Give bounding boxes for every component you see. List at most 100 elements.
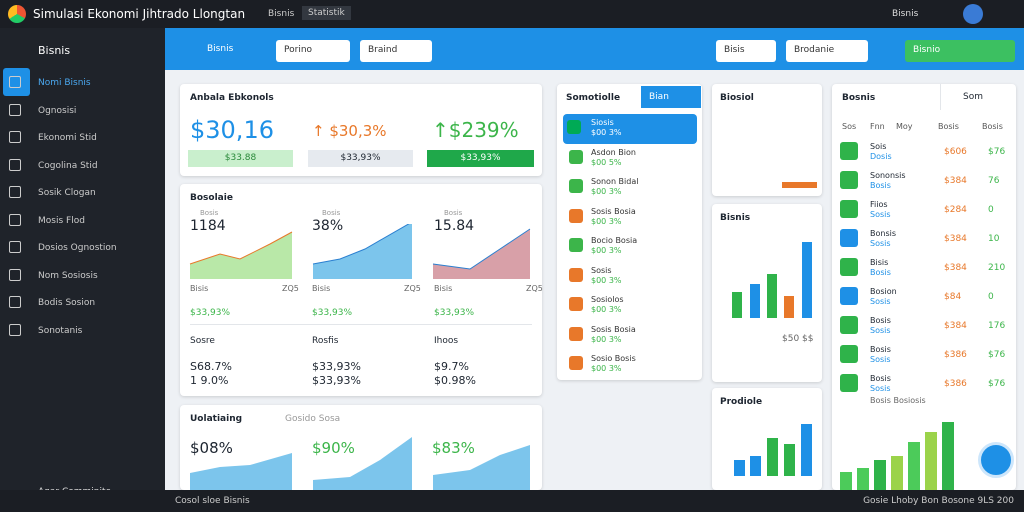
row-name: Fiios — [870, 200, 888, 209]
list-value: $00 3% — [591, 187, 622, 196]
card-title: Bisnis — [720, 213, 751, 223]
pill: $33.88 — [188, 150, 293, 167]
dropdown[interactable]: Brodanie — [786, 40, 868, 62]
dropdown[interactable]: Braind — [360, 40, 432, 62]
sidebar-icon — [9, 241, 21, 253]
dropdown[interactable]: Porino — [276, 40, 350, 62]
dropdown[interactable]: Bisis — [716, 40, 776, 62]
table-card: Bosnis Som Sos Fnn Moy Bosis Bosis Sois Dosis $… — [832, 84, 1016, 490]
chart-label: Bosis — [444, 209, 463, 217]
row-sub: Bosis — [870, 181, 891, 190]
list-name[interactable]: Siosis — [591, 118, 614, 127]
app-title: Simulasi Ekonomi Jihtrado Llongtan — [33, 7, 246, 21]
list-name[interactable]: Sosis Bosia — [591, 324, 636, 334]
list-icon — [569, 179, 583, 193]
primary-button[interactable]: Bisnio — [905, 40, 1015, 62]
chart-value: 15.84 — [434, 218, 475, 234]
row-icon — [840, 258, 858, 276]
list-name[interactable]: Sosis — [591, 265, 612, 275]
list-icon — [569, 297, 583, 311]
search[interactable]: Som — [940, 84, 1016, 110]
list-button[interactable]: Bian — [641, 86, 701, 108]
pill: $33,93% — [427, 150, 534, 167]
row-value: $606 — [944, 147, 967, 157]
sidebar-item[interactable]: Nomi Bisnis — [38, 78, 91, 88]
row-name: Bosion — [870, 287, 897, 296]
list-value: $00 3% — [591, 305, 622, 314]
column-header: Moy — [896, 122, 913, 131]
row-icon — [840, 316, 858, 334]
row-name: Sosre — [190, 336, 215, 346]
row-value: $33,93% — [312, 374, 361, 387]
list-name[interactable]: Bocio Bosia — [591, 236, 638, 245]
avatar[interactable] — [963, 4, 983, 24]
sidebar-item[interactable]: Cogolina Stid — [38, 160, 98, 171]
list-icon — [569, 267, 583, 282]
column-header: Bosis — [938, 122, 959, 131]
fab[interactable] — [978, 442, 1014, 478]
list-name[interactable]: Sosiolos — [591, 295, 624, 304]
sidebar-item[interactable]: Dosios Ognostion — [38, 243, 117, 253]
list-name[interactable]: Sonon Bidal — [591, 177, 639, 186]
row-icon — [840, 200, 858, 218]
sidebar-item[interactable]: Sosik Clogan — [38, 188, 96, 198]
list-name[interactable]: Sosis Bosia — [591, 206, 636, 216]
list-value: $00 3% — [591, 216, 622, 226]
bar — [782, 182, 817, 188]
row-value: 0 — [988, 205, 994, 215]
tab[interactable]: Statistik — [302, 6, 351, 20]
chart-end: ZQ5 — [526, 284, 543, 293]
row-icon — [840, 171, 858, 189]
list-name[interactable]: Asdon Bion — [591, 147, 636, 157]
row-name: Bosis — [870, 316, 891, 325]
list-value: $00 3% — [591, 128, 622, 137]
sidebar-item[interactable]: Sonotanis — [38, 325, 83, 336]
row-name: Bosis — [870, 345, 891, 354]
volatility-card: Uolatiaing Gosido Sosa $08% $90% $83% — [180, 405, 542, 490]
sidebar-item[interactable]: Ekonomi Stid — [38, 133, 97, 143]
row-name: Ihoos — [434, 336, 459, 346]
sidebar-icon — [9, 76, 21, 88]
card-title: Biosiol — [720, 93, 754, 103]
sparklines — [189, 224, 531, 279]
row-value: $33,93% — [312, 360, 361, 373]
status-left: Cosol sloe Bisnis — [175, 496, 250, 506]
row-name: Bosis — [870, 374, 891, 383]
sidebar-item[interactable]: Ognosisi — [38, 105, 77, 116]
chart-end: ZQ5 — [282, 284, 299, 293]
list-icon — [569, 356, 583, 370]
row-value: 10 — [988, 234, 1000, 244]
sidebar-item[interactable]: Mosis Flod — [38, 215, 85, 226]
sidebar-icon — [9, 158, 21, 171]
sidebar-header: Bisnis — [38, 44, 71, 57]
card-title: Bosnis — [842, 93, 876, 103]
row-sub: Bosis — [870, 268, 891, 277]
bar-chart — [734, 424, 812, 476]
list-value: $00 3% — [591, 275, 622, 285]
tab[interactable]: Bisnis — [268, 9, 295, 19]
row-value: $76 — [988, 379, 1006, 389]
chart-value: 1184 — [190, 218, 226, 234]
overview-card: Bosolaie Bosis 1184 Bisis ZQ5 $33,93% Bosis 38… — [180, 184, 543, 396]
row-value: $9.7% — [434, 360, 469, 373]
card-title: Prodiole — [720, 397, 763, 407]
chart-end: ZQ5 — [404, 284, 421, 293]
row-value: 1 9.0% — [190, 374, 229, 387]
row-value: $0.98% — [434, 374, 476, 387]
list-value: $00 5% — [591, 157, 622, 167]
row-value: $384 — [944, 176, 967, 186]
sidebar-item[interactable]: Nom Sosiosis — [38, 270, 98, 281]
header-title: Bisnis — [207, 44, 234, 54]
sidebar-item[interactable]: Bodis Sosion — [38, 298, 96, 308]
pill: $33,93% — [308, 150, 413, 167]
bar-chart — [732, 242, 812, 318]
row-icon — [840, 374, 858, 392]
chart-label: Bosis — [200, 209, 219, 217]
top-bar: Simulasi Ekonomi Jihtrado Llongtan Bisni… — [0, 0, 1024, 28]
row-name: Rosfis — [312, 336, 339, 346]
list-name[interactable]: Sosio Bosis — [591, 354, 636, 363]
side-card: Bisnis $50 $$ — [712, 204, 822, 382]
row-icon — [840, 287, 858, 305]
chart-label: Bosis — [322, 209, 341, 217]
